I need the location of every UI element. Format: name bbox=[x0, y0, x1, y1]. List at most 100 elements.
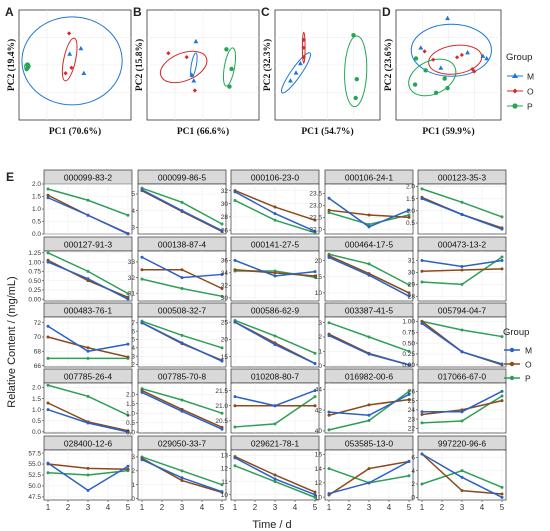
point-o bbox=[301, 45, 306, 50]
point-p bbox=[445, 85, 450, 91]
y-tick-label: 40 bbox=[315, 428, 323, 435]
y-tick-label: 47.5 bbox=[28, 494, 41, 501]
facet-000464-17-5: 000464-17-5 10 15 20 bbox=[315, 236, 414, 302]
y-tick-label: 0 bbox=[131, 496, 135, 503]
series-point-o bbox=[313, 274, 317, 278]
y-tick-label: 15 bbox=[221, 354, 229, 361]
series-point-p bbox=[327, 321, 331, 325]
facet-997220-96-6: 997220-96-6 0 2 4 6 1 2 3 4 5 bbox=[411, 435, 507, 512]
y-tick-label: 6 bbox=[411, 455, 415, 462]
series-point-m bbox=[367, 481, 371, 485]
series-point-p bbox=[407, 474, 411, 478]
y-tick-label: 24 bbox=[408, 407, 416, 414]
series-point-m bbox=[327, 334, 331, 338]
series-point-p bbox=[313, 351, 317, 355]
facet-title: 000483-76-1 bbox=[64, 306, 112, 316]
confidence-ellipse-m bbox=[21, 16, 123, 106]
point-o bbox=[459, 52, 464, 58]
series-point-p bbox=[327, 211, 331, 215]
facet-000138-87-4: 000138-87-4 31 32 33 bbox=[128, 236, 227, 302]
series-point-m bbox=[126, 430, 130, 434]
series-point-m bbox=[86, 277, 90, 281]
y-tick-label: 20 bbox=[315, 258, 323, 265]
series-point-m bbox=[313, 270, 317, 274]
point-p bbox=[26, 64, 31, 69]
y-tick-label: 0 bbox=[318, 363, 322, 370]
legend-symbol-o bbox=[512, 88, 518, 94]
pca-panel-b: B PC1 (66.6%) PC2 (15.8%) bbox=[133, 5, 260, 137]
series-point-p bbox=[273, 218, 277, 222]
series-point-p bbox=[460, 419, 464, 423]
series-point-m bbox=[500, 227, 504, 231]
x-tick-label: 3 bbox=[367, 503, 372, 512]
y-tick-label: 21.0 bbox=[215, 403, 228, 410]
series-point-o bbox=[233, 268, 237, 272]
series-point-m bbox=[460, 350, 464, 354]
point-p bbox=[423, 68, 428, 73]
point-m bbox=[480, 53, 486, 58]
y-axis-label: PC2 (23.6%) bbox=[383, 39, 394, 91]
y-tick-label: 1.0 bbox=[406, 208, 415, 215]
series-point-p bbox=[140, 277, 144, 281]
y-axis-label: PC2 (19.4%) bbox=[6, 39, 17, 91]
series-point-o bbox=[273, 271, 277, 275]
facet-000141-27-5: 000141-27-5 30 32 34 36 bbox=[221, 236, 320, 302]
series-point-m bbox=[46, 408, 50, 412]
y-tick-label: 15 bbox=[315, 274, 323, 281]
facet-title: 000586-62-9 bbox=[251, 306, 299, 316]
y-tick-label: 44 bbox=[315, 386, 323, 393]
y-tick-label: 0.5 bbox=[406, 220, 415, 227]
y-tick-label: 52.5 bbox=[28, 472, 41, 479]
series-point-m bbox=[180, 209, 184, 213]
series-point-p bbox=[180, 398, 184, 402]
y-tick-label: 23.0 bbox=[309, 203, 322, 210]
legend-symbol-m bbox=[512, 73, 518, 78]
series-point-m bbox=[420, 259, 424, 263]
facet-title: 005794-04-7 bbox=[438, 306, 486, 316]
series-point-o bbox=[180, 479, 184, 483]
legend-label-p: P bbox=[525, 374, 531, 384]
point-p bbox=[229, 66, 234, 72]
legend-symbol-o bbox=[509, 361, 515, 367]
y-tick-label: 34 bbox=[221, 270, 229, 277]
line-legend: Group MOP bbox=[503, 327, 532, 384]
y-tick-label: 1.00 bbox=[402, 319, 415, 326]
facet-000127-91-3: 000127-91-3 0.00 0.25 0.50 0.75 1.00 1.25 bbox=[28, 236, 133, 303]
point-m bbox=[465, 49, 470, 55]
y-tick-label: 0.00 bbox=[402, 362, 415, 369]
series-point-m bbox=[86, 421, 90, 425]
y-tick-label: 2.0 bbox=[406, 184, 415, 191]
facet-000473-13-2: 000473-13-2 28 29 30 31 bbox=[408, 236, 507, 302]
y-tick-label: 29 bbox=[408, 282, 416, 289]
x-axis-label: PC1 (66.6%) bbox=[177, 126, 229, 137]
series-point-m bbox=[140, 255, 144, 259]
y-tick-label: 12 bbox=[315, 480, 323, 487]
series-point-p bbox=[420, 187, 424, 191]
series-point-o bbox=[367, 213, 371, 217]
y-tick-label: 25 bbox=[408, 398, 416, 405]
y-tick-label: 16 bbox=[315, 451, 323, 458]
series-point-p bbox=[420, 280, 424, 284]
series-point-p bbox=[460, 328, 464, 332]
x-tick-label: 5 bbox=[313, 503, 318, 512]
y-tick-label: 1 bbox=[318, 348, 322, 355]
series-point-o bbox=[46, 193, 50, 197]
series-point-p bbox=[500, 255, 504, 259]
facet-title: 007785-70-8 bbox=[158, 372, 206, 382]
series-point-o bbox=[500, 267, 504, 271]
facet-title: 000138-87-4 bbox=[158, 240, 206, 250]
y-tick-label: 22.5 bbox=[309, 215, 322, 222]
x-tick-label: 4 bbox=[387, 503, 392, 512]
point-p bbox=[354, 76, 359, 82]
series-point-m bbox=[273, 343, 277, 347]
series-point-o bbox=[313, 490, 317, 494]
y-tick-label: 1.25 bbox=[28, 250, 41, 257]
series-point-m bbox=[233, 395, 237, 399]
series-point-m bbox=[46, 196, 50, 200]
facet-title: 000508-32-7 bbox=[158, 306, 206, 316]
point-m bbox=[298, 60, 303, 66]
series-point-m bbox=[313, 389, 317, 393]
x-tick-label: 1 bbox=[327, 503, 332, 512]
series-point-m bbox=[460, 264, 464, 268]
